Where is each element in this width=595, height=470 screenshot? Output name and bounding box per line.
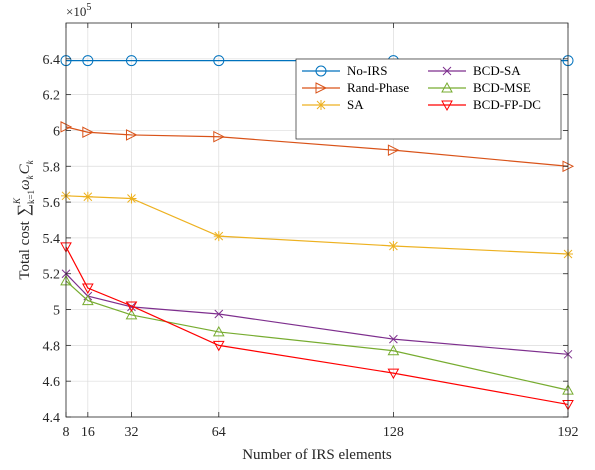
data-point-marker [125,129,138,141]
y-tick-label: 5.8 [43,160,61,175]
x-axis-title: Number of IRS elements [242,447,392,463]
legend-label: Rand-Phase [347,80,409,95]
series-line [65,280,569,391]
legend-entry: SA [302,97,364,112]
x-tick-label: 64 [212,425,226,440]
data-point-marker [388,240,399,251]
legend-marker [441,81,453,93]
y-tick-label: 4.8 [43,339,61,354]
data-point-marker [127,302,136,312]
legend-label: SA [347,97,364,112]
data-point-marker [213,231,224,242]
y-exponent-label: ×105 [66,2,91,19]
legend-label: BCD-MSE [473,80,531,95]
data-point-marker [81,283,94,295]
data-point-marker [82,126,94,139]
legend-entry: Rand-Phase [302,80,409,95]
x-tick-label: 8 [63,425,70,440]
data-point-marker [82,191,93,202]
data-point-marker [81,294,94,306]
legend-label: No-IRS [347,63,387,78]
plot-frame [65,22,569,418]
data-point-marker [212,340,225,352]
x-tick-label: 16 [81,425,95,440]
y-tick-label: 4.6 [43,375,61,390]
y-tick-label: 4.4 [43,411,61,426]
series-line [65,126,569,167]
series-bcd-mse [60,274,574,395]
data-point-marker [126,193,137,204]
data-point-marker [125,301,138,312]
y-axis-omega-sub: k [25,174,35,179]
y-axis-title-text: Total cost [17,220,33,279]
data-point-marker [389,334,398,344]
y-tick-label: 6 [53,124,60,139]
y-axis-title: Total cost∑k=1KωkCk [12,159,36,279]
y-exponent-prefix: ×10 [66,4,86,19]
legend: No-IRS Rand-Phase SA BCD-SA BCD-MSE BCD-FP-DC [295,58,562,140]
y-tick-label: 5 [53,304,60,319]
y-axis-sum-symbol: ∑ [14,204,33,216]
legend-entry: BCD-FP-DC [428,97,541,112]
data-point-marker [212,325,225,337]
x-tick-label: 128 [383,425,404,440]
data-point-marker [125,55,137,67]
legend-label: BCD-FP-DC [473,97,541,112]
legend-box [295,58,562,140]
y-tick-label: 5.4 [43,232,61,247]
legend-entry: BCD-MSE [428,80,531,95]
data-point-marker [213,55,225,67]
y-axis-sum-sup: K [12,197,22,205]
legend-marker [315,65,327,77]
ticks: 8 16 32 64 128 192 4.4 4.6 4.8 5 5.2 5.4 5.6 5.8 6 6.2 6… [43,23,579,440]
legend-entry: BCD-SA [428,63,521,78]
data-point-marker [387,344,400,356]
legend-entry: No-IRS [302,63,387,78]
y-axis-c-sub: k [25,159,35,164]
x-tick-label: 192 [558,425,579,440]
data-point-marker [214,309,224,319]
data-point-marker [387,368,400,380]
y-exponent-power: 5 [86,2,91,13]
legend-marker [442,66,452,76]
y-tick-label: 5.6 [43,196,61,211]
data-point-marker [82,55,94,67]
legend-marker [441,100,453,112]
y-tick-label: 5.2 [43,268,61,283]
y-tick-label: 6.4 [43,53,61,68]
x-tick-label: 32 [124,425,138,440]
data-point-marker [213,130,225,143]
legend-label: BCD-SA [473,63,521,78]
series-line [65,246,569,406]
legend-marker [315,82,328,94]
y-axis-c: C [17,163,33,174]
data-point-marker [125,308,138,320]
y-axis-sum-sub: k=1 [26,190,36,204]
y-tick-label: 6.2 [43,89,61,104]
y-axis-omega: ω [17,179,33,190]
legend-marker [316,100,326,110]
data-point-marker [387,144,400,156]
series-bcd-fp-dc [60,242,574,411]
